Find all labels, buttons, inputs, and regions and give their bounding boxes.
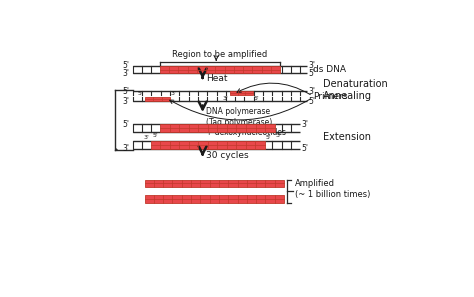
Text: ds DNA: ds DNA xyxy=(313,65,346,74)
Bar xyxy=(230,91,253,95)
Text: Heat: Heat xyxy=(206,74,227,83)
Text: 3': 3' xyxy=(222,96,228,101)
Text: 5': 5' xyxy=(309,69,316,78)
Text: 5': 5' xyxy=(123,87,130,96)
Bar xyxy=(145,97,170,101)
Text: 3': 3' xyxy=(301,120,308,129)
Bar xyxy=(160,66,280,73)
Text: DNA polymerase
(Taq polymerase)
+ dexoxynucleotides: DNA polymerase (Taq polymerase) + dexoxy… xyxy=(206,107,286,137)
Text: Region to be amplified: Region to be amplified xyxy=(173,50,268,59)
Bar xyxy=(145,195,284,203)
Bar xyxy=(145,180,284,187)
Text: 3': 3' xyxy=(123,69,130,78)
Text: 5': 5' xyxy=(301,144,308,153)
Text: 3': 3' xyxy=(171,91,177,97)
Bar xyxy=(160,124,275,132)
Text: 5': 5' xyxy=(254,96,260,101)
Text: 5': 5' xyxy=(265,135,271,140)
Text: 5': 5' xyxy=(309,97,316,106)
Text: Annealing: Annealing xyxy=(323,91,372,101)
Text: 3': 3' xyxy=(123,97,130,106)
Text: 3': 3' xyxy=(123,144,130,153)
Text: Extension: Extension xyxy=(323,132,371,141)
Text: 3': 3' xyxy=(309,87,316,96)
Text: 3': 3' xyxy=(275,133,282,138)
Text: 3': 3' xyxy=(309,61,316,70)
Text: 5': 5' xyxy=(123,61,130,70)
Text: 30 cycles: 30 cycles xyxy=(206,151,248,160)
Text: Denaturation: Denaturation xyxy=(323,79,388,89)
Text: 5': 5' xyxy=(153,133,158,138)
Text: 5': 5' xyxy=(137,91,143,97)
Bar xyxy=(151,141,264,149)
Text: Amplified
(~ 1 billion times): Amplified (~ 1 billion times) xyxy=(295,179,370,199)
Text: Primers: Primers xyxy=(313,91,348,101)
Text: 5': 5' xyxy=(123,120,130,129)
Text: 3': 3' xyxy=(143,135,149,140)
